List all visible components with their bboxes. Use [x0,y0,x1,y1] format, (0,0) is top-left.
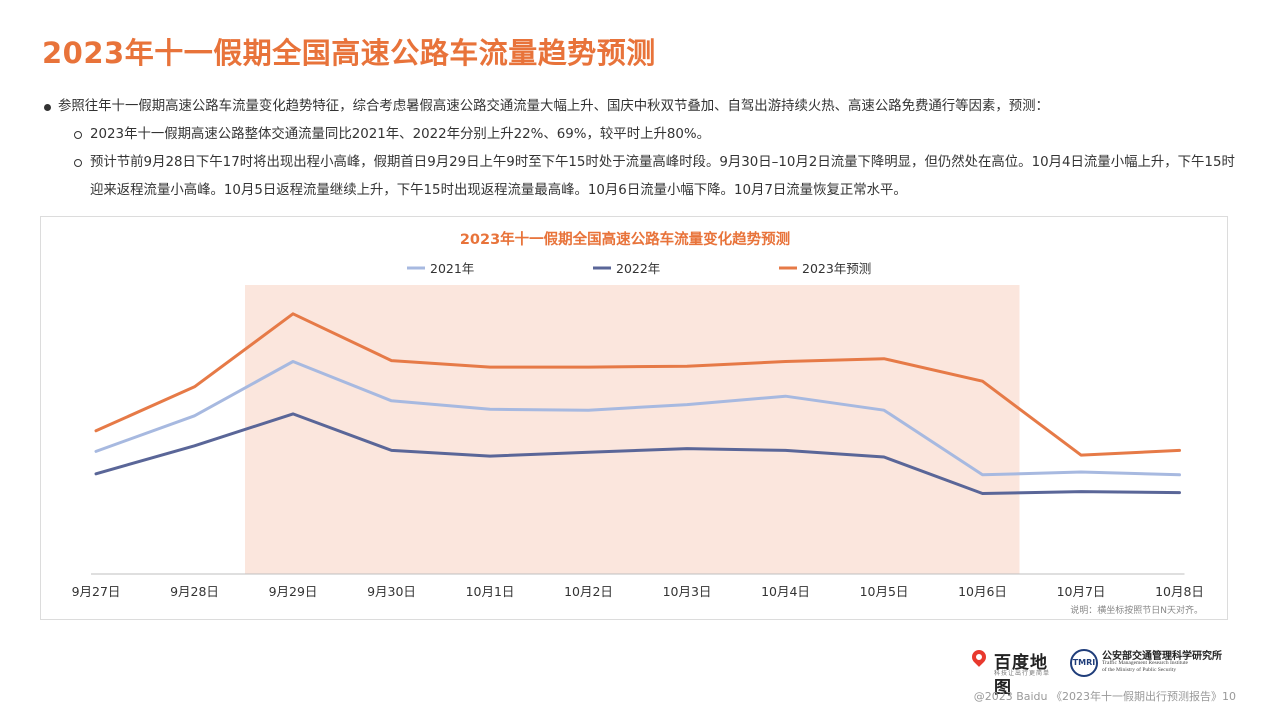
x-tick-label: 9月29日 [269,584,318,599]
legend-label-0: 2021年 [430,261,474,276]
x-tick-label: 10月3日 [663,584,712,599]
x-tick-label: 9月28日 [170,584,219,599]
bullet-sub-2: 预计节前9月28日下午17时将出现出程小高峰，假期首日9月29日上午9时至下午1… [42,149,1237,205]
x-tick-label: 10月7日 [1057,584,1106,599]
series-line-0 [94,360,1181,477]
baidu-logo-text: 百度地图 [994,653,1048,698]
legend-label-1: 2022年 [616,261,660,276]
map-pin-icon [969,647,989,667]
holiday-highlight-band [245,285,1020,574]
series-line-1 [94,412,1181,495]
chart-note: 说明：横坐标按照节日N天对齐。 [1070,604,1203,616]
x-tick-label: 10月6日 [958,584,1007,599]
x-tick-label: 10月8日 [1155,584,1204,599]
tmri-badge-icon: TMRI [1070,649,1098,677]
series-line-2 [94,312,1181,457]
summary-bullets: 参照往年十一假期高速公路车流量变化趋势特征，综合考虑暑假高速公路交通流量大幅上升… [42,93,1237,205]
bullet-sub-1: 2023年十一假期高速公路整体交通流量同比2021年、2022年分别上升22%、… [42,121,1237,149]
legend-label-2: 2023年预测 [802,261,871,276]
chart-container: 2023年十一假期全国高速公路车流量变化趋势预测 2021年 2022年 2023年预… [40,216,1228,620]
bullet-main: 参照往年十一假期高速公路车流量变化趋势特征，综合考虑暑假高速公路交通流量大幅上升… [42,93,1237,121]
x-tick-label: 10月1日 [466,584,515,599]
tmri-english-name: Traffic Management Research Institute of… [1102,660,1188,673]
x-tick-label: 10月4日 [761,584,810,599]
tmri-logo: TMRI 公安部交通管理科学研究所 Traffic Management Res… [1070,647,1230,677]
copyright-footer: @2023 Baidu 《2023年十一假期出行预测报告》10 [973,690,1236,703]
baidu-maps-logo: 百度地图 科技让出行更简单 [969,647,1062,698]
baidu-logo-subtitle: 科技让出行更简单 [994,670,1051,677]
page-title: 2023年十一假期全国高速公路车流量趋势预测 [42,36,656,70]
chart-title: 2023年十一假期全国高速公路车流量变化趋势预测 [460,230,790,248]
tmri-name: 公安部交通管理科学研究所 [1102,651,1222,662]
x-tick-label: 10月5日 [860,584,909,599]
x-tick-label: 10月2日 [564,584,613,599]
x-tick-label: 9月30日 [367,584,416,599]
x-tick-label: 9月27日 [72,584,121,599]
line-chart: 2023年十一假期全国高速公路车流量变化趋势预测 2021年 2022年 2023年预… [72,230,1204,616]
